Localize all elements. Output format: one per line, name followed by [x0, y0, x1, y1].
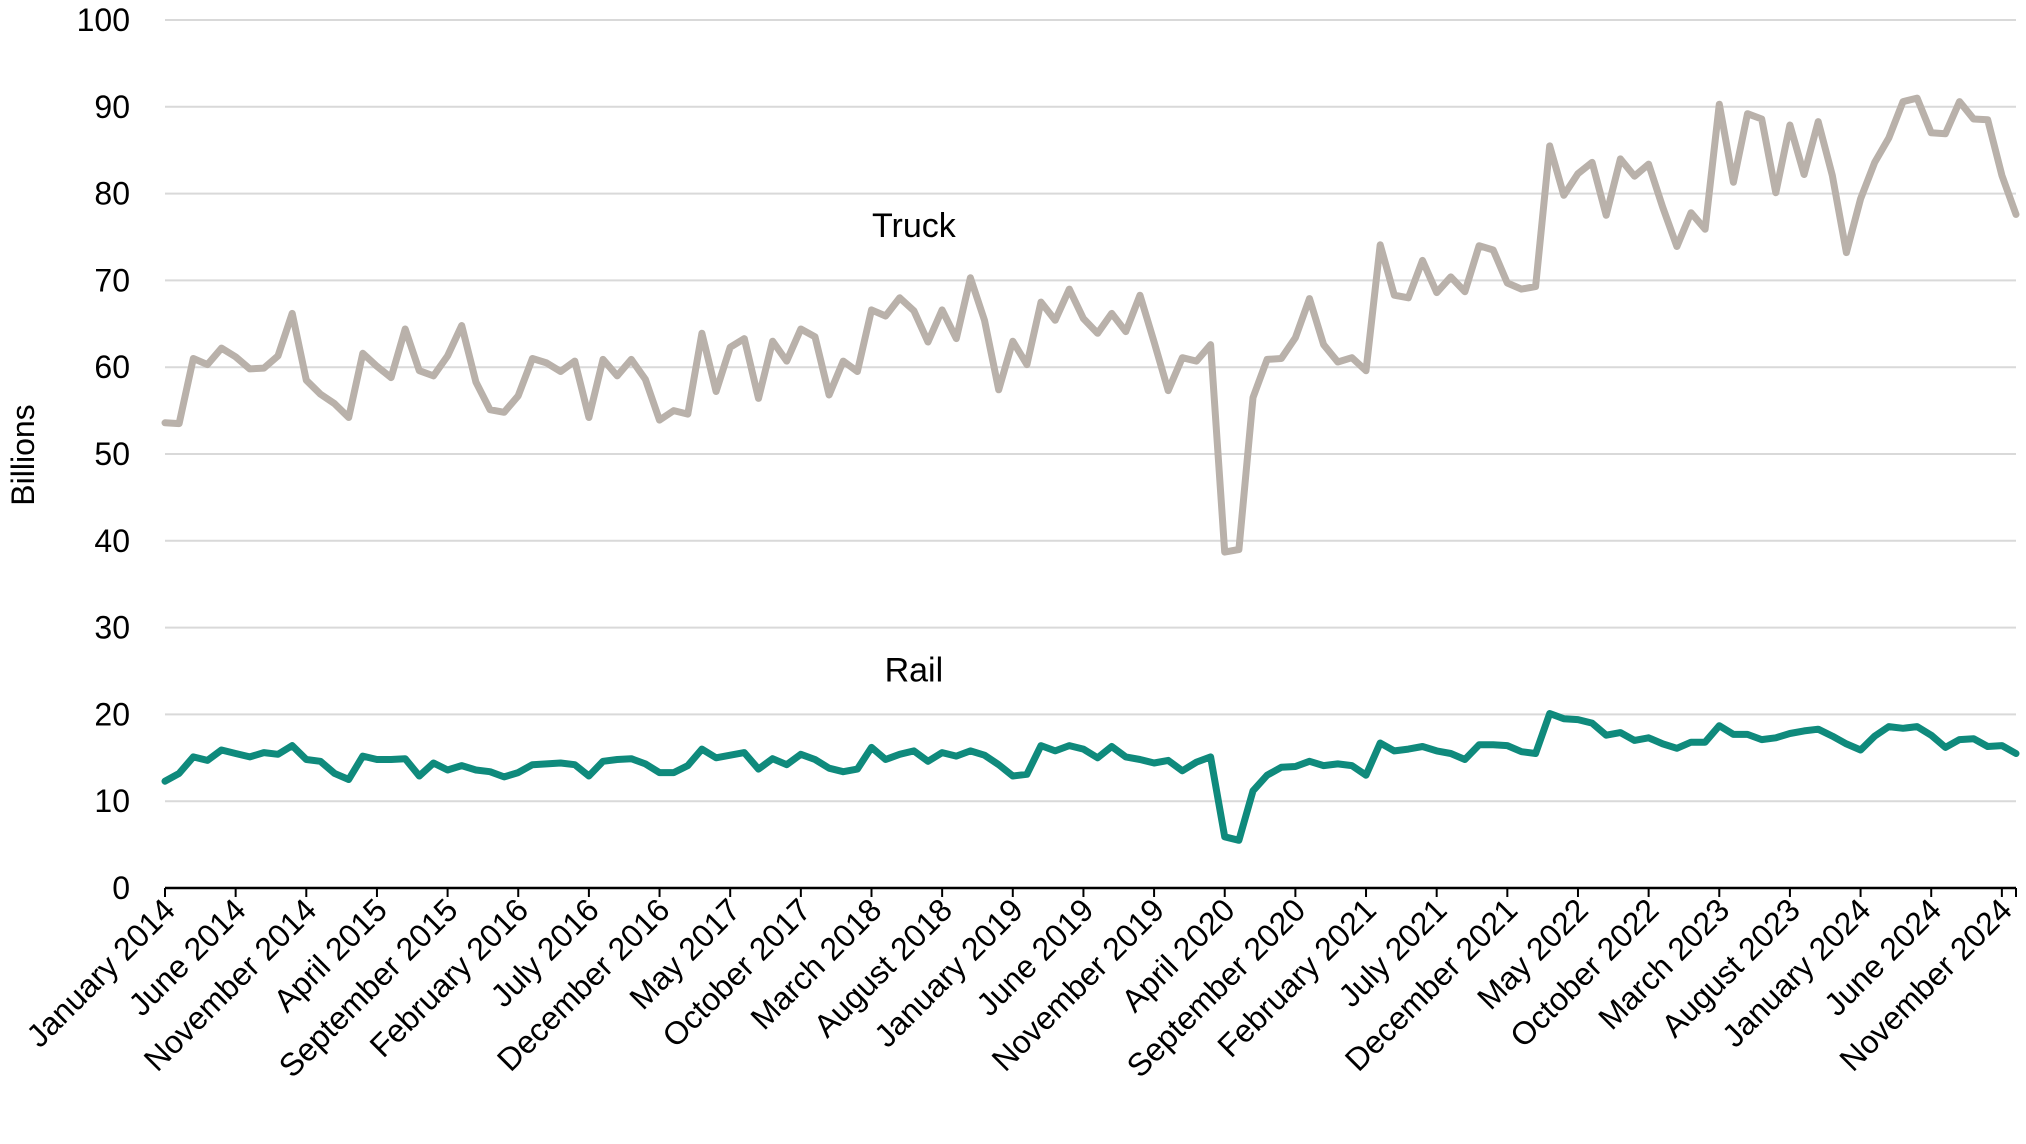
y-tick-label: 10 — [94, 783, 130, 819]
y-tick-label: 90 — [94, 89, 130, 125]
y-tick-label: 40 — [94, 523, 130, 559]
y-tick-label: 70 — [94, 262, 130, 298]
y-tick-labels: 0 10 20 30 40 50 60 70 80 90 100 — [77, 2, 130, 906]
y-tick-label: 30 — [94, 610, 130, 646]
gridlines — [165, 19, 2016, 803]
y-tick-label: 50 — [94, 436, 130, 472]
series-label-truck: Truck — [872, 207, 957, 245]
y-tick-label: 20 — [94, 696, 130, 732]
y-axis-title: Billions — [5, 404, 41, 505]
y-tick-label: 80 — [94, 176, 130, 212]
y-tick-label: 100 — [77, 2, 130, 38]
series-line-truck — [161, 94, 2020, 556]
series-label-rail: Rail — [885, 651, 944, 689]
y-tick-label: 0 — [112, 870, 130, 906]
series-line-rail — [161, 710, 2020, 844]
series-lines — [161, 94, 2020, 844]
series-annotations: Truck Rail — [872, 207, 957, 689]
y-tick-label: 60 — [94, 349, 130, 385]
